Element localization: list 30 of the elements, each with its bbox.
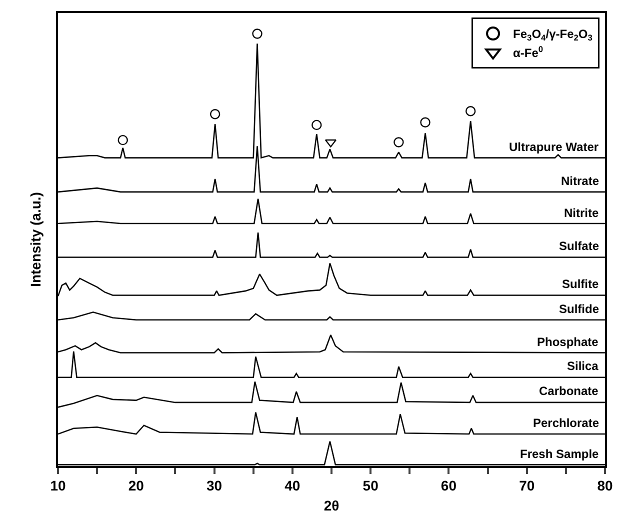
series-label: Sulfate [559,239,600,253]
point [118,134,128,146]
point [465,106,476,116]
series-label: Silica [567,359,599,373]
point [210,109,220,120]
x-tick-label: 70 [519,478,535,494]
x-tick-label: 50 [362,478,379,494]
series-label: Perchlorate [533,416,600,430]
point [420,117,430,128]
series-label: Ultrapure Water [509,140,599,154]
y-axis-title: Intensity (a.u.) [27,192,44,287]
x-tick-label: 30 [206,478,222,494]
series-label: Phosphate [537,335,599,349]
series-label: Fresh Sample [520,447,600,461]
legend-label: α-Fe$^{0}$ [513,44,544,60]
series-label: Sulfide [559,302,600,316]
x-tick-label: 80 [597,478,613,494]
point [394,137,404,148]
series-label: Carbonate [539,384,599,398]
legend-label: Fe$_{3}$O$_{4}$/γ-Fe$_{2}$O$_{3}$ [513,27,593,43]
point [252,28,262,39]
series-label: Nitrate [561,174,600,188]
x-tick-label: 60 [440,478,457,494]
series-label: Nitrite [564,206,599,220]
x-axis-title: 2θ [324,497,340,514]
series-label: Sulfite [562,277,599,291]
x-tick-label: 40 [284,478,300,494]
x-tick-label: 10 [50,478,66,494]
x-tick-label: 20 [128,478,144,494]
point [312,120,322,130]
